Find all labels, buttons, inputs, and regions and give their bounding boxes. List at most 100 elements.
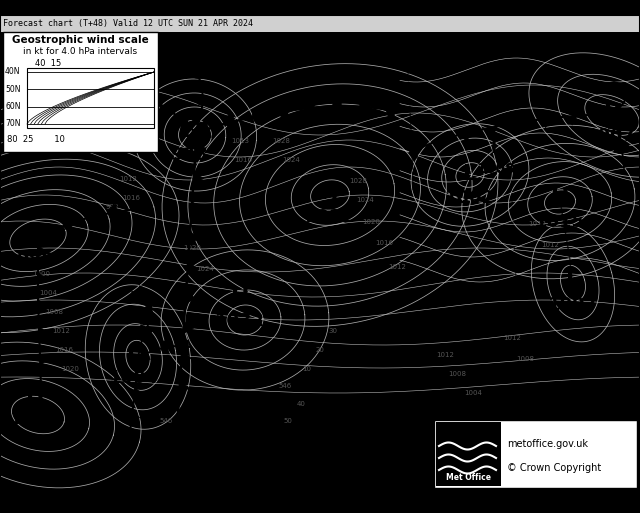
Text: 40N: 40N — [5, 68, 20, 76]
Text: 1016: 1016 — [55, 347, 73, 353]
Polygon shape — [136, 364, 145, 374]
Text: 992: 992 — [106, 204, 118, 210]
Polygon shape — [188, 261, 198, 274]
Text: 1012: 1012 — [436, 351, 454, 358]
Polygon shape — [38, 272, 47, 284]
Text: 40  15: 40 15 — [35, 60, 61, 69]
Polygon shape — [181, 351, 191, 364]
Polygon shape — [140, 324, 154, 334]
Polygon shape — [160, 104, 170, 115]
Polygon shape — [38, 246, 47, 258]
Polygon shape — [41, 226, 52, 241]
Text: L: L — [491, 139, 501, 157]
Polygon shape — [539, 119, 550, 128]
Polygon shape — [41, 381, 50, 392]
Text: 1020: 1020 — [61, 366, 79, 372]
Text: 1002: 1002 — [445, 189, 495, 207]
Text: 1032: 1032 — [305, 208, 355, 226]
Bar — [0, 15, 640, 32]
Polygon shape — [332, 97, 342, 115]
Text: 1032: 1032 — [215, 312, 265, 330]
Polygon shape — [134, 342, 141, 351]
Polygon shape — [180, 120, 190, 130]
Polygon shape — [608, 119, 623, 129]
Polygon shape — [177, 411, 188, 424]
Polygon shape — [566, 116, 577, 125]
Bar — [436, 422, 501, 486]
Text: H: H — [26, 385, 44, 405]
Polygon shape — [189, 231, 200, 244]
Text: 50N: 50N — [5, 85, 20, 94]
Text: 1008: 1008 — [516, 357, 534, 362]
Polygon shape — [183, 321, 194, 334]
Text: H: H — [551, 188, 569, 208]
Text: L: L — [463, 164, 477, 184]
Polygon shape — [226, 112, 237, 130]
Polygon shape — [191, 69, 200, 80]
Text: 1028: 1028 — [349, 178, 367, 184]
Polygon shape — [486, 127, 497, 136]
Text: Forecast chart (T+48) Valid 12 UTC SUN 21 APR 2024: Forecast chart (T+48) Valid 12 UTC SUN 2… — [3, 19, 253, 28]
Polygon shape — [278, 102, 289, 120]
Bar — [27, 68, 154, 128]
Text: 1016: 1016 — [234, 157, 252, 163]
Text: 1013: 1013 — [231, 138, 249, 144]
Text: 1012: 1012 — [503, 335, 521, 341]
Polygon shape — [86, 209, 96, 225]
Polygon shape — [144, 302, 152, 311]
Text: H: H — [231, 288, 249, 308]
Text: Met Office: Met Office — [446, 473, 491, 483]
Text: 1000: 1000 — [33, 271, 51, 277]
Polygon shape — [433, 139, 445, 149]
Text: 1024: 1024 — [356, 198, 374, 203]
Text: 1028: 1028 — [273, 138, 291, 144]
Polygon shape — [161, 340, 170, 354]
Polygon shape — [129, 436, 138, 446]
Polygon shape — [593, 115, 604, 124]
Text: metoffice.gov.uk: metoffice.gov.uk — [507, 439, 588, 449]
Text: 988: 988 — [17, 251, 54, 269]
Polygon shape — [252, 107, 263, 124]
Text: 1008: 1008 — [477, 163, 515, 176]
Text: 1024: 1024 — [196, 266, 214, 272]
Text: 50: 50 — [284, 418, 292, 424]
Polygon shape — [386, 102, 396, 120]
Text: 1012: 1012 — [119, 176, 137, 182]
Polygon shape — [191, 202, 202, 214]
Polygon shape — [200, 120, 212, 137]
Polygon shape — [131, 411, 140, 422]
Text: 80  25        10: 80 25 10 — [7, 135, 65, 145]
Polygon shape — [605, 82, 614, 90]
Polygon shape — [138, 286, 145, 300]
Text: 1007: 1007 — [586, 127, 636, 145]
Polygon shape — [614, 142, 630, 151]
Text: 1004: 1004 — [39, 290, 57, 296]
Text: 60N: 60N — [5, 102, 20, 111]
Text: L: L — [127, 345, 141, 365]
Polygon shape — [182, 340, 189, 354]
Text: 10: 10 — [303, 366, 312, 372]
Bar — [434, 420, 637, 488]
Polygon shape — [141, 346, 150, 360]
Text: 1022: 1022 — [10, 410, 60, 428]
Polygon shape — [39, 327, 48, 339]
Bar — [3, 32, 158, 152]
Polygon shape — [620, 88, 634, 96]
Polygon shape — [408, 148, 419, 159]
Polygon shape — [40, 353, 49, 365]
Text: 1004: 1004 — [109, 369, 159, 387]
Polygon shape — [134, 388, 143, 398]
Text: 546: 546 — [160, 418, 173, 424]
Text: 1024: 1024 — [282, 157, 300, 163]
Text: 1016: 1016 — [122, 195, 140, 201]
Polygon shape — [109, 204, 118, 220]
Polygon shape — [38, 300, 47, 311]
Polygon shape — [63, 216, 74, 231]
Polygon shape — [195, 142, 205, 154]
Text: 30: 30 — [328, 328, 337, 334]
Polygon shape — [360, 98, 369, 116]
Text: L: L — [28, 226, 42, 246]
Text: 1012: 1012 — [388, 264, 406, 270]
Text: 20: 20 — [316, 347, 324, 353]
Text: 1012: 1012 — [52, 328, 70, 334]
